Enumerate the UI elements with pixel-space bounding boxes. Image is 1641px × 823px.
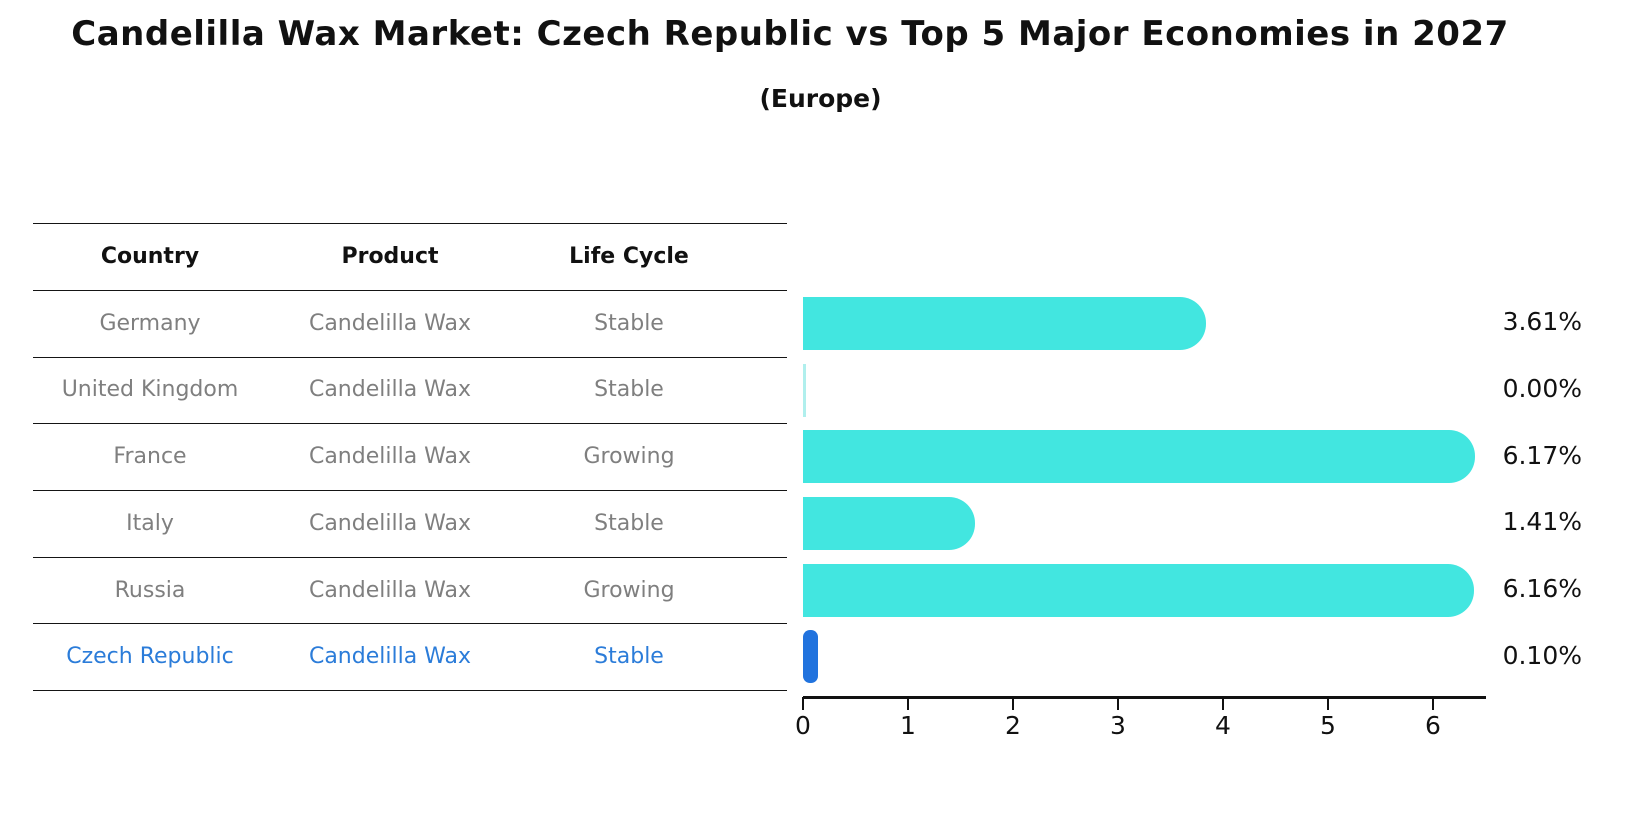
x-tick-label: 0 (795, 711, 811, 740)
header-product: Product (341, 244, 439, 269)
table-row-rule (33, 490, 787, 491)
table-top-rule (33, 223, 787, 224)
bar-czech-republic (803, 630, 818, 684)
x-tick-label: 3 (1110, 711, 1126, 740)
bar-france (803, 430, 1475, 484)
x-tick-label: 2 (1005, 711, 1021, 740)
x-tick-label: 4 (1215, 711, 1231, 740)
bar-italy (803, 497, 976, 550)
table-row-rule (33, 423, 787, 425)
cell-country: Russia (114, 577, 186, 603)
cell-product: Candelilla Wax (308, 510, 472, 536)
cell-life-cycle: Growing (583, 577, 675, 603)
table-row: Russia Candelilla Wax Growing (33, 557, 787, 624)
bar-value-label: 6.17% (1502, 440, 1582, 470)
cell-product: Candelilla Wax (308, 444, 472, 470)
x-tick (1326, 697, 1330, 710)
chart-subtitle: (Europe) (759, 84, 882, 113)
cell-country: Italy (126, 510, 174, 536)
table-row: United Kingdom Candelilla Wax Stable (33, 357, 787, 424)
x-tick (1221, 697, 1225, 710)
x-tick-label: 5 (1320, 711, 1336, 740)
cell-life-cycle: Stable (594, 510, 664, 536)
table-row: Czech Republic Candelilla Wax Stable (33, 623, 787, 690)
table-row-rule (33, 356, 787, 358)
table-row: France Candelilla Wax Growing (33, 423, 787, 490)
table-row-rule (33, 690, 787, 692)
table-row: Germany Candelilla Wax Stable (33, 290, 787, 357)
cell-country: Germany (99, 310, 201, 336)
cell-product: Candelilla Wax (308, 644, 472, 670)
x-tick-label: 1 (900, 711, 916, 740)
x-tick (906, 697, 910, 710)
cell-life-cycle: Stable (594, 644, 664, 670)
cell-country: France (113, 444, 187, 470)
cell-life-cycle: Stable (594, 377, 664, 403)
bar-united-kingdom (803, 363, 806, 417)
table-row-rule (33, 623, 787, 625)
header-country: Country (100, 244, 200, 269)
cell-product: Candelilla Wax (308, 377, 472, 403)
cell-country: United Kingdom (61, 377, 239, 403)
table-header-rule (33, 290, 787, 291)
bar-value-label: 3.61% (1502, 307, 1582, 337)
cell-country: Czech Republic (66, 644, 234, 670)
chart-title: Candelilla Wax Market: Czech Republic vs… (71, 14, 1509, 54)
cell-product: Candelilla Wax (308, 310, 472, 336)
cell-life-cycle: Stable (594, 310, 664, 336)
cell-product: Candelilla Wax (308, 577, 472, 603)
x-tick (801, 697, 805, 710)
x-tick (1116, 697, 1120, 710)
cell-life-cycle: Growing (583, 444, 675, 470)
header-life-cycle: Life Cycle (569, 244, 689, 269)
x-tick (1011, 697, 1015, 710)
bar-germany (803, 297, 1207, 350)
bar-value-label: 1.41% (1502, 507, 1582, 537)
table-row-rule (33, 556, 787, 558)
x-tick-label: 6 (1425, 711, 1441, 740)
x-axis-line (803, 696, 1486, 699)
bar-value-label: 0.10% (1502, 640, 1582, 670)
table-header-row: Country Product Life Cycle (33, 223, 787, 290)
bar-russia (803, 563, 1474, 617)
table-row: Italy Candelilla Wax Stable (33, 490, 787, 557)
x-tick (1431, 697, 1435, 710)
bar-value-label: 0.00% (1502, 374, 1582, 403)
bar-value-label: 6.16% (1502, 574, 1582, 603)
